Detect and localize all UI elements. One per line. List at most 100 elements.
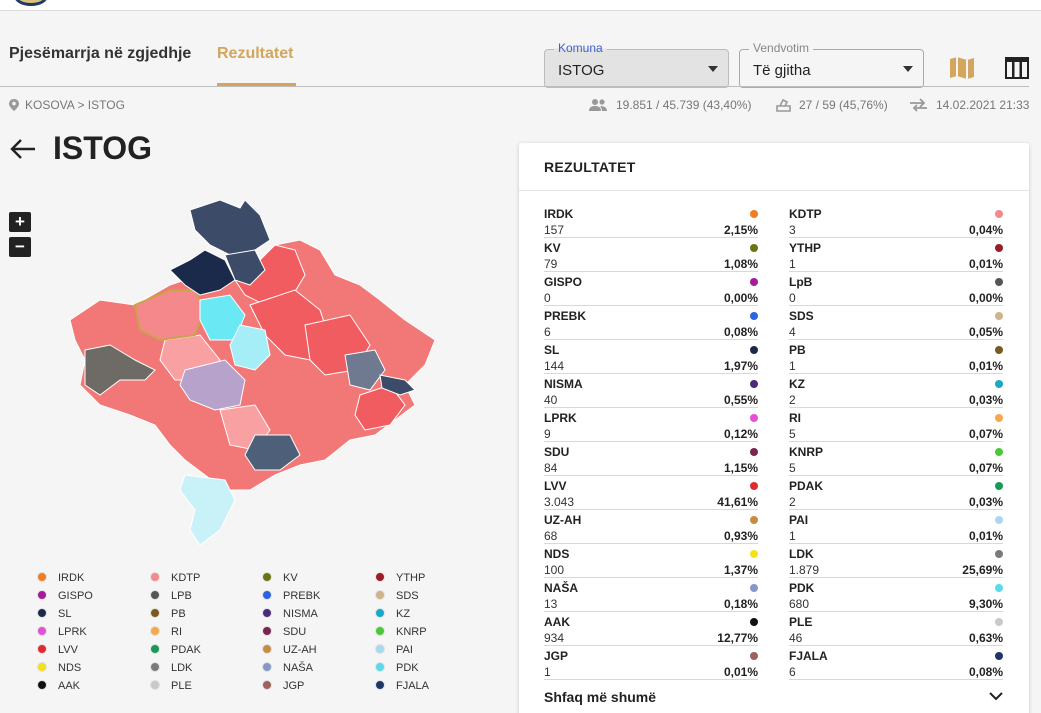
- legend-item[interactable]: KDTP: [150, 572, 200, 584]
- party-votes: 1.879: [789, 563, 820, 577]
- legend-item[interactable]: NAŠA: [262, 662, 313, 674]
- legend-color-dot: [150, 680, 160, 690]
- map-region[interactable]: [244, 434, 301, 471]
- map-region[interactable]: [234, 244, 306, 306]
- party-votes: 84: [544, 461, 558, 475]
- legend-item[interactable]: PB: [150, 608, 186, 620]
- legend-item[interactable]: FJALA: [375, 680, 429, 692]
- party-result-row: NDS 100 1,37%: [544, 547, 758, 578]
- party-result-row: LpB 0 0,00%: [789, 275, 1003, 306]
- legend-item[interactable]: UZ-AH: [262, 644, 317, 656]
- party-percentage: 0,55%: [723, 393, 758, 407]
- party-votes: 13: [544, 597, 558, 611]
- legend-color-dot: [37, 590, 47, 600]
- party-color-dot: [750, 652, 758, 660]
- party-name: LpB: [789, 275, 813, 289]
- map-region[interactable]: [229, 324, 271, 371]
- legend-item[interactable]: SDU: [262, 626, 306, 638]
- legend-item[interactable]: LDK: [150, 662, 192, 674]
- legend-item[interactable]: KZ: [375, 608, 410, 620]
- legend-item[interactable]: SL: [37, 608, 71, 620]
- map-region[interactable]: [379, 374, 416, 396]
- party-result-row: SL 144 1,97%: [544, 343, 758, 374]
- komuna-select[interactable]: Komuna ISTOG: [544, 41, 729, 88]
- map-region[interactable]: [189, 199, 271, 256]
- dropdown-caret-icon: [708, 66, 718, 72]
- legend-color-dot: [37, 644, 47, 654]
- legend-item[interactable]: JGP: [262, 680, 304, 692]
- legend-item[interactable]: GISPO: [37, 590, 93, 602]
- back-arrow-icon[interactable]: [9, 137, 37, 161]
- party-result-row: PAI 1 0,01%: [789, 513, 1003, 544]
- party-votes: 5: [789, 427, 796, 441]
- party-votes: 46: [789, 631, 803, 645]
- zoom-in-button[interactable]: +: [9, 212, 31, 232]
- vendvotim-select[interactable]: Vendvotim Të gjitha: [739, 41, 924, 88]
- zoom-out-button[interactable]: −: [9, 237, 31, 257]
- party-name: SDS: [789, 309, 814, 323]
- legend-label: IRDK: [58, 572, 85, 584]
- party-color-dot: [750, 210, 758, 218]
- legend-label: KDTP: [171, 572, 201, 584]
- legend-item[interactable]: SDS: [375, 590, 419, 602]
- sync-arrows-icon: [910, 98, 927, 112]
- legend-label: JGP: [283, 680, 305, 692]
- legend-label: NDS: [58, 662, 82, 674]
- party-result-row: YTHP 1 0,01%: [789, 241, 1003, 272]
- legend-item[interactable]: NISMA: [262, 608, 318, 620]
- legend-item[interactable]: LPRK: [37, 626, 87, 638]
- map-region[interactable]: [179, 474, 236, 546]
- party-percentage: 0,63%: [968, 631, 1003, 645]
- party-name: PAI: [789, 513, 809, 527]
- map-view-icon[interactable]: [948, 56, 976, 80]
- legend-item[interactable]: PDK: [375, 662, 419, 674]
- legend-item[interactable]: PAI: [375, 644, 413, 656]
- party-percentage: 0,18%: [723, 597, 758, 611]
- map-region[interactable]: [344, 349, 386, 391]
- legend-color-dot: [262, 662, 272, 672]
- voters-stat-text: 19.851 / 45.739 (43,40%): [616, 98, 752, 112]
- party-name: PB: [789, 343, 806, 357]
- legend-item[interactable]: AAK: [37, 680, 80, 692]
- legend-item[interactable]: PDAK: [150, 644, 201, 656]
- party-percentage: 1,15%: [723, 461, 758, 475]
- party-result-row: KNRP 5 0,07%: [789, 445, 1003, 476]
- legend-label: UZ-AH: [283, 644, 317, 656]
- map-region[interactable]: [179, 359, 246, 411]
- tab-participation[interactable]: Pjesëmarrja në zgjedhje: [9, 45, 192, 62]
- party-percentage: 41,61%: [717, 495, 758, 509]
- legend-color-dot: [150, 662, 160, 672]
- party-percentage: 1,08%: [723, 257, 758, 271]
- legend-item[interactable]: PLE: [150, 680, 192, 692]
- show-more-button[interactable]: Shfaq më shumë: [544, 689, 657, 705]
- legend-item[interactable]: YTHP: [375, 572, 425, 584]
- legend-item[interactable]: KNRP: [375, 626, 427, 638]
- legend-label: PB: [171, 608, 186, 620]
- map-region[interactable]: [224, 249, 266, 286]
- chevron-down-icon[interactable]: [989, 691, 1003, 701]
- party-color-dot: [995, 346, 1003, 354]
- party-result-row: SDS 4 0,05%: [789, 309, 1003, 340]
- party-votes: 9: [544, 427, 551, 441]
- legend-item[interactable]: LVV: [37, 644, 78, 656]
- party-percentage: 0,01%: [968, 529, 1003, 543]
- map-region[interactable]: [84, 344, 156, 396]
- map-region[interactable]: [133, 289, 207, 342]
- party-result-row: PLE 46 0,63%: [789, 615, 1003, 646]
- legend-item[interactable]: RI: [150, 626, 182, 638]
- kosovo-municipality-map[interactable]: [60, 190, 450, 550]
- legend-item[interactable]: LPB: [150, 590, 192, 602]
- party-name: PREBK: [544, 309, 587, 323]
- legend-item[interactable]: KV: [262, 572, 298, 584]
- header-divider: [0, 86, 1029, 87]
- breadcrumb-text[interactable]: KOSOVA > ISTOG: [25, 98, 125, 112]
- legend-item[interactable]: NDS: [37, 662, 81, 674]
- party-name: KV: [544, 241, 561, 255]
- legend-item[interactable]: PREBK: [262, 590, 320, 602]
- kqz-logo[interactable]: [14, 0, 48, 6]
- tab-results[interactable]: Rezultatet: [217, 45, 294, 62]
- legend-color-dot: [262, 626, 272, 636]
- legend-item[interactable]: IRDK: [37, 572, 84, 584]
- table-view-icon[interactable]: [1004, 56, 1030, 80]
- legend-color-dot: [262, 644, 272, 654]
